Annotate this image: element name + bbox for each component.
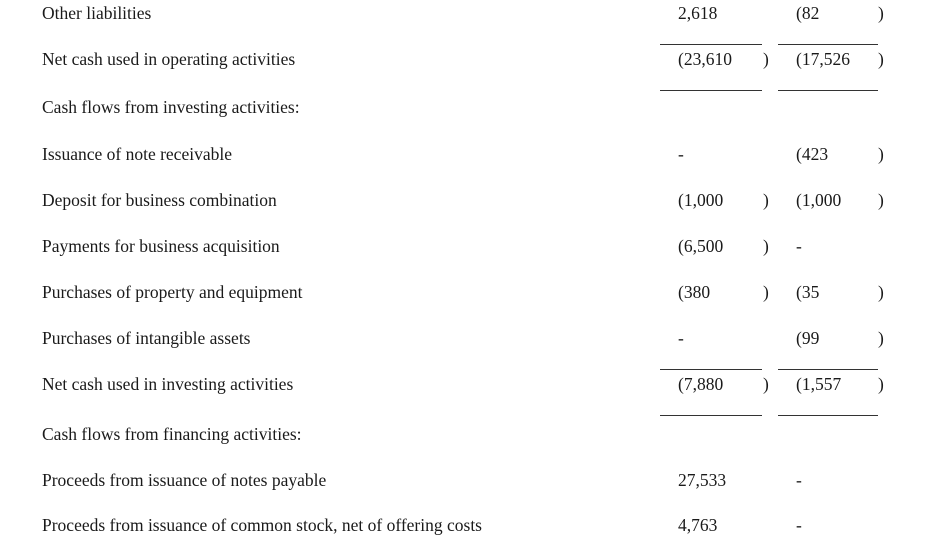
subtotal-rule xyxy=(660,44,762,45)
row-label: Issuance of note receivable xyxy=(42,144,232,164)
row-value-c2-paren: ) xyxy=(878,374,884,394)
row-value-c1-paren: ) xyxy=(763,374,769,394)
table-row: Purchases of property and equipment (380)… xyxy=(0,280,950,304)
total-rule xyxy=(660,415,762,416)
row-value-c1: - xyxy=(678,144,684,164)
total-rule xyxy=(660,90,762,91)
subtotal-rule xyxy=(660,369,762,370)
row-value-c1: (380 xyxy=(678,282,711,302)
row-value-c2-paren: ) xyxy=(878,190,884,210)
table-row: Cash flows from investing activities: xyxy=(0,95,950,119)
row-value-c1: (7,880 xyxy=(678,374,724,394)
row-value-c1-paren: ) xyxy=(763,49,769,69)
row-label: Cash flows from financing activities: xyxy=(42,424,302,444)
subtotal-rule xyxy=(778,44,878,45)
row-value-c1-paren: ) xyxy=(763,282,769,302)
row-value-c1: - xyxy=(678,328,684,348)
row-value-c1: (6,500 xyxy=(678,236,724,256)
row-label: Purchases of intangible assets xyxy=(42,328,251,348)
table-row: Purchases of intangible assets - (99) xyxy=(0,326,950,350)
row-label: Proceeds from issuance of notes payable xyxy=(42,470,327,490)
row-value-c2: (423 xyxy=(796,144,829,164)
row-value-c2: (1,557 xyxy=(796,374,842,394)
row-value-c1: 27,533 xyxy=(678,470,727,490)
row-label: Cash flows from investing activities: xyxy=(42,97,300,117)
table-row: Deposit for business combination (1,000) (… xyxy=(0,188,950,212)
row-value-c2: (35 xyxy=(796,282,820,302)
table-row: Payments for business acquisition (6,500)… xyxy=(0,234,950,258)
row-label: Purchases of property and equipment xyxy=(42,282,303,302)
row-value-c2-paren: ) xyxy=(878,282,884,302)
row-value-c2: (99 xyxy=(796,328,820,348)
row-label: Proceeds from issuance of common stock, … xyxy=(42,515,482,535)
row-value-c2: (1,000 xyxy=(796,190,842,210)
table-row: Cash flows from financing activities: xyxy=(0,422,950,446)
table-row: Proceeds from issuance of common stock, … xyxy=(0,513,950,537)
total-row: Net cash used in operating activities (23… xyxy=(0,47,950,71)
row-label: Net cash used in operating activities xyxy=(42,49,296,69)
row-value-c2-paren: ) xyxy=(878,3,884,23)
table-row: Other liabilities 2,618 (82) xyxy=(0,1,950,25)
row-value-c1: (23,610 xyxy=(678,49,732,69)
row-value-c2: (82 xyxy=(796,3,820,23)
row-value-c2: - xyxy=(796,515,802,535)
row-value-c2-paren: ) xyxy=(878,49,884,69)
row-label: Net cash used in investing activities xyxy=(42,374,294,394)
row-value-c2: (17,526 xyxy=(796,49,850,69)
subtotal-rule xyxy=(778,369,878,370)
row-value-c1-paren: ) xyxy=(763,190,769,210)
row-value-c1: (1,000 xyxy=(678,190,724,210)
row-value-c2: - xyxy=(796,236,802,256)
table-row: Issuance of note receivable - (423) xyxy=(0,142,950,166)
total-row: Net cash used in investing activities (7,… xyxy=(0,372,950,396)
row-label: Deposit for business combination xyxy=(42,190,277,210)
row-value-c2-paren: ) xyxy=(878,328,884,348)
total-rule xyxy=(778,90,878,91)
row-value-c1-paren: ) xyxy=(763,236,769,256)
table-row: Proceeds from issuance of notes payable 2… xyxy=(0,468,950,492)
total-rule xyxy=(778,415,878,416)
row-value-c1: 2,618 xyxy=(678,3,718,23)
row-value-c1: 4,763 xyxy=(678,515,718,535)
row-value-c2: - xyxy=(796,470,802,490)
row-value-c2-paren: ) xyxy=(878,144,884,164)
row-label: Other liabilities xyxy=(42,3,152,23)
row-label: Payments for business acquisition xyxy=(42,236,280,256)
